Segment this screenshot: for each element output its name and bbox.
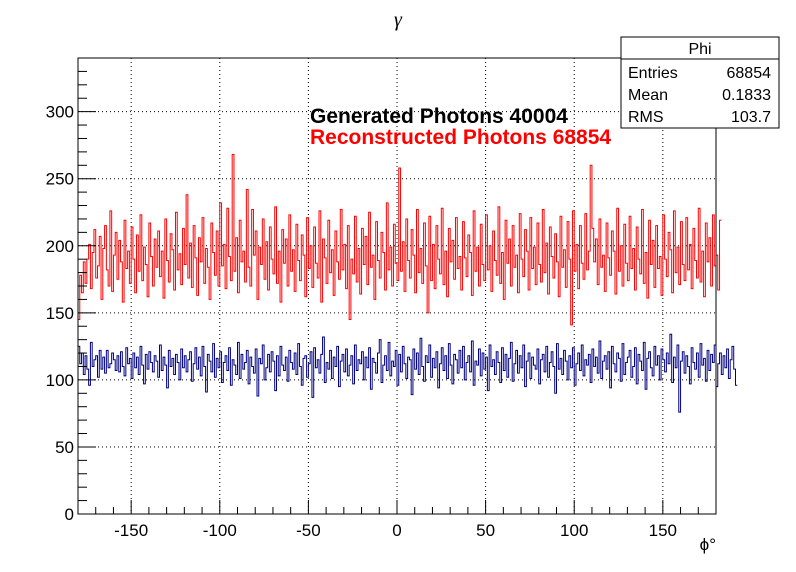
stats-entries-value: 68854	[727, 65, 772, 82]
stats-mean-label: Mean	[628, 87, 668, 104]
y-tick-label: 300	[46, 103, 74, 122]
series-group	[78, 154, 738, 413]
chart-title: γ	[394, 9, 403, 31]
y-tick-label: 0	[65, 505, 74, 524]
series-line-generated	[78, 333, 738, 413]
stats-box-name: Phi	[688, 41, 711, 58]
x-tick-label: 100	[560, 521, 588, 540]
stats-mean-value: 0.1833	[722, 87, 771, 104]
y-tick-label: 50	[55, 438, 74, 457]
y-tick-label: 150	[46, 304, 74, 323]
y-tick-label: 250	[46, 170, 74, 189]
plot-frame	[77, 57, 717, 515]
stats-box: Phi Entries 68854 Mean 0.1833 RMS 103.7	[620, 36, 780, 129]
x-tick-label: -150	[114, 521, 148, 540]
series-line-reconstructed	[78, 154, 722, 326]
x-tick-label: -100	[203, 521, 237, 540]
y-tick-label: 100	[46, 371, 74, 390]
x-axis-label: ϕ°	[700, 535, 716, 554]
stats-rms-value: 103.7	[731, 109, 771, 126]
x-tick-label: 150	[649, 521, 677, 540]
annotation-generated: Generated Photons 40004	[310, 105, 568, 128]
annotation-reconstructed: Reconstructed Photons 68854	[310, 126, 611, 149]
x-tick-label: -50	[296, 521, 321, 540]
x-tick-label: 50	[476, 521, 495, 540]
x-tick-label: 0	[392, 521, 401, 540]
stats-entries-label: Entries	[628, 65, 678, 82]
stats-box-frame	[620, 36, 780, 129]
stats-rms-label: RMS	[628, 109, 664, 126]
y-tick-label: 200	[46, 237, 74, 256]
